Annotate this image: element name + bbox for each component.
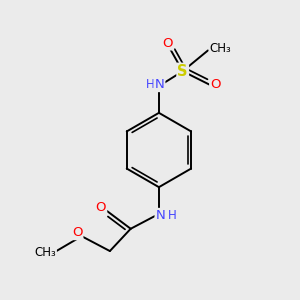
Text: H: H bbox=[146, 78, 154, 91]
Text: CH₃: CH₃ bbox=[34, 246, 56, 259]
Text: O: O bbox=[210, 78, 220, 91]
Text: N: N bbox=[155, 209, 165, 222]
Text: N: N bbox=[154, 78, 164, 91]
Text: S: S bbox=[177, 64, 188, 79]
Text: O: O bbox=[163, 37, 173, 50]
Text: O: O bbox=[72, 226, 83, 239]
Text: H: H bbox=[168, 209, 177, 223]
Text: CH₃: CH₃ bbox=[210, 42, 231, 56]
Text: O: O bbox=[96, 201, 106, 214]
